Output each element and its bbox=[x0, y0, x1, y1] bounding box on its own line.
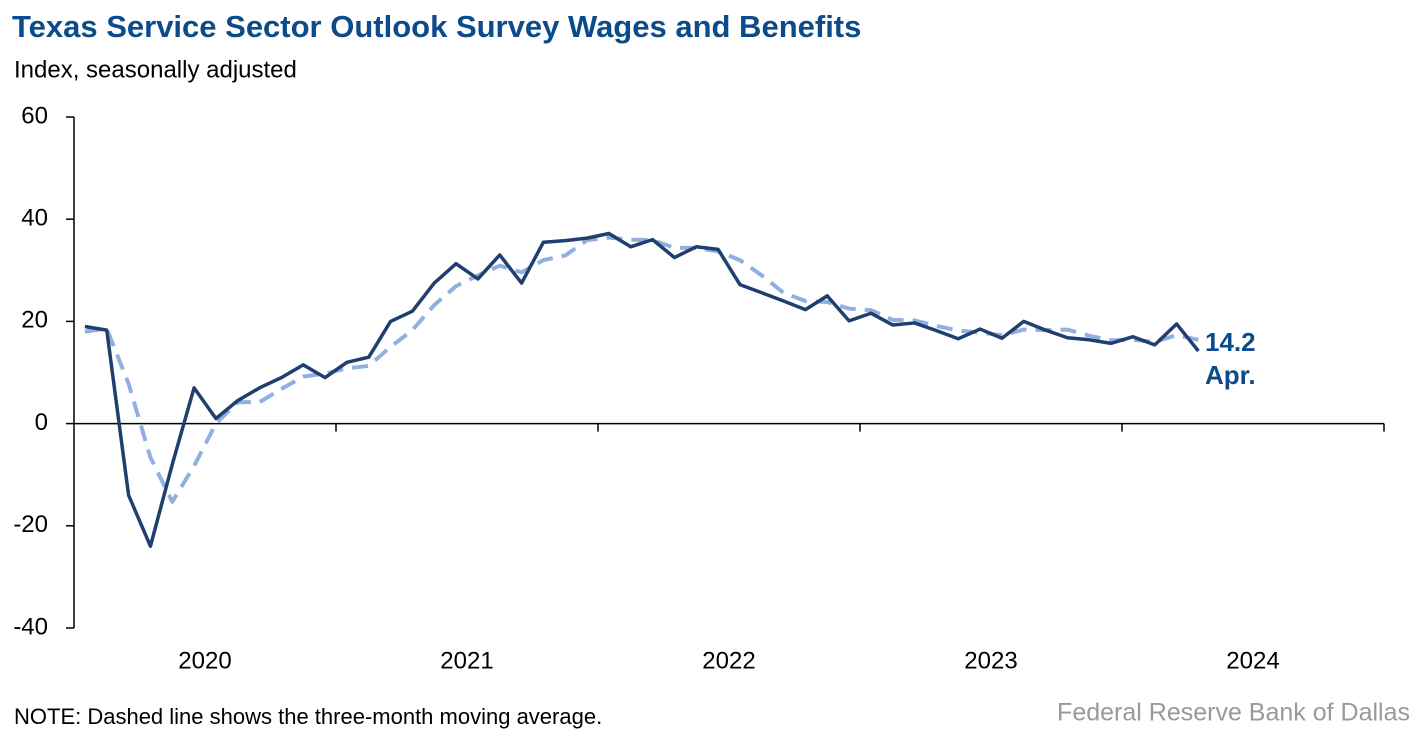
y-tick-label: -20 bbox=[13, 511, 48, 538]
x-tick-label: 2020 bbox=[178, 647, 231, 674]
index-line bbox=[84, 231, 1200, 548]
y-tick-label: 0 bbox=[35, 409, 48, 436]
y-tick-label: 20 bbox=[21, 307, 48, 334]
note: NOTE: Dashed line shows the three-month … bbox=[14, 704, 602, 729]
chart-title: Texas Service Sector Outlook Survey Wage… bbox=[12, 9, 861, 44]
y-tick-label: -40 bbox=[13, 613, 48, 640]
x-tick-label: 2022 bbox=[702, 647, 755, 674]
subtitle: Index, seasonally adjusted bbox=[14, 56, 297, 83]
y-tick-label: 40 bbox=[21, 205, 48, 232]
y-tick-label: 60 bbox=[21, 102, 48, 129]
source: Federal Reserve Bank of Dallas bbox=[1057, 699, 1410, 727]
value-label: 14.2 bbox=[1205, 327, 1256, 357]
moving-average-line bbox=[84, 235, 1199, 504]
x-tick-label: 2023 bbox=[964, 647, 1017, 674]
x-tick-label: 2024 bbox=[1226, 647, 1279, 674]
annotation: Apr. bbox=[1205, 360, 1256, 390]
x-tick-label: 2021 bbox=[440, 647, 493, 674]
